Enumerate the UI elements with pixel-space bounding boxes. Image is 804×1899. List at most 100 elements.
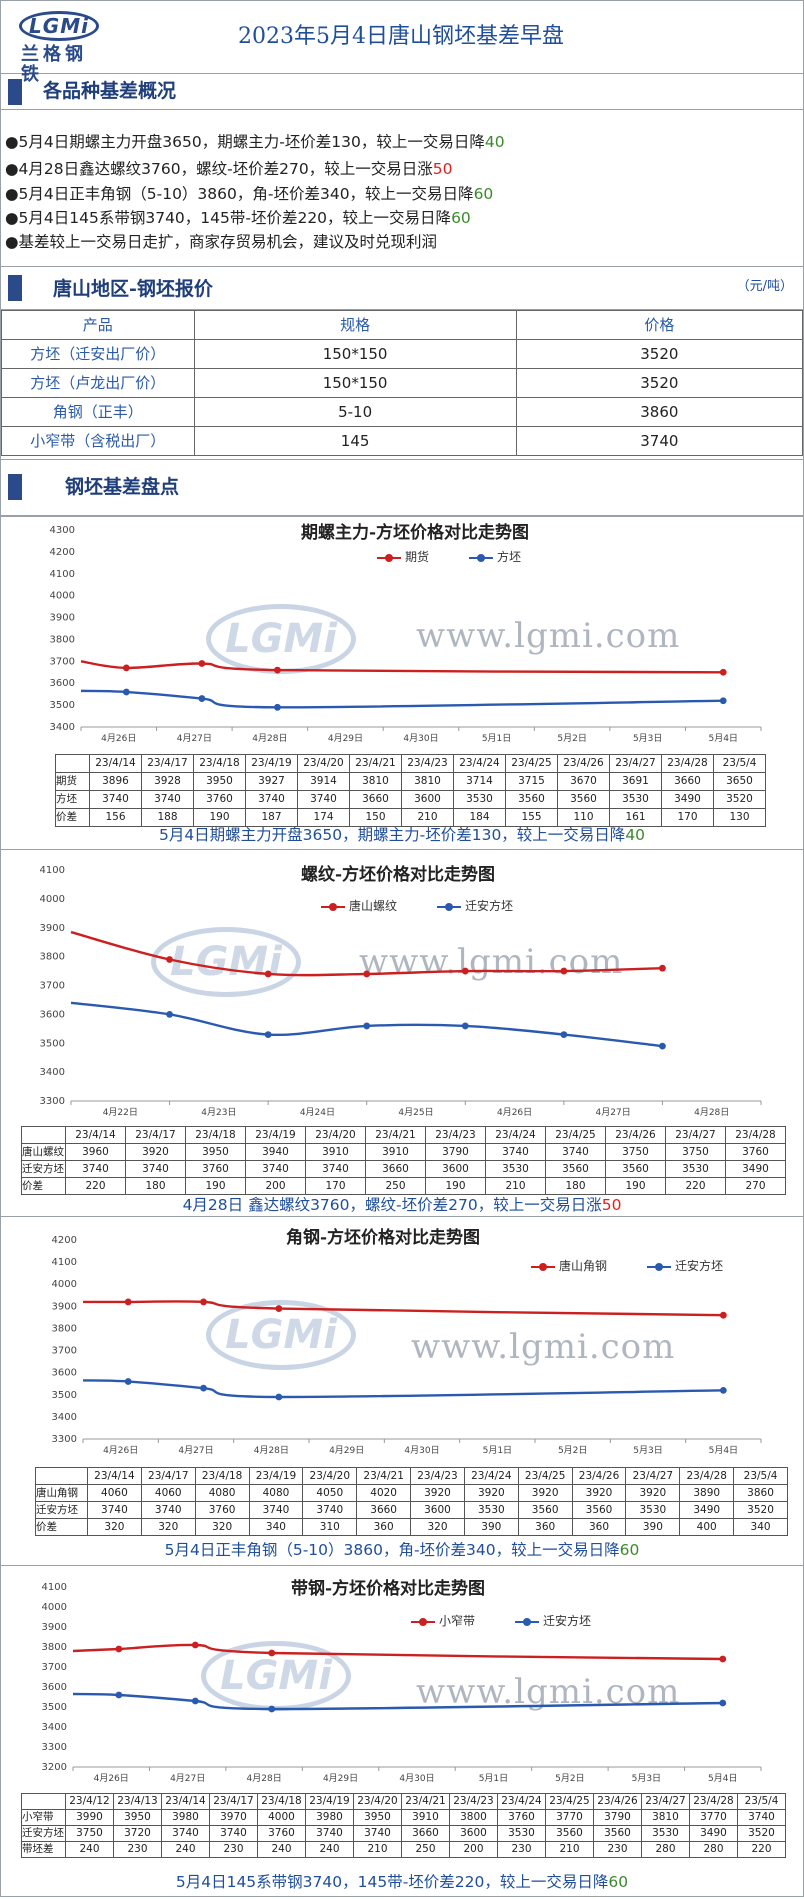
- table-cell: 23/4/25: [545, 1793, 594, 1810]
- legend-swatch: [469, 553, 494, 562]
- table-row: 价差 320 320 320 340 310 360 320 390 360 360 390 400 34…: [35, 1518, 788, 1536]
- table-cell: 3910: [305, 1143, 366, 1161]
- table-cell: 3920: [410, 1484, 465, 1502]
- table-cell: 3914: [297, 772, 350, 791]
- y-tick-label: 3300: [42, 1742, 67, 1753]
- table-cell: 360: [356, 1518, 412, 1536]
- data-point: [268, 1705, 276, 1713]
- billet-price-table: 产品 规格 价格 方坯（迁安出厂价） 150*150 3520 方坯（卢龙出厂价） 1…: [1, 310, 804, 456]
- table-cell: 220: [737, 1841, 786, 1858]
- table-cell: 360: [571, 1518, 627, 1536]
- table-row: 方坯（卢龙出厂价） 150*150 3520: [1, 368, 804, 398]
- table-cell: 170: [305, 1177, 366, 1195]
- table-cell: 迁安方坯: [21, 1825, 66, 1842]
- basis-chart-panel: LGMi www.lgmi.com 螺纹-方坯价格对比走势图 唐山螺纹 迁安方坯 3300…: [1, 849, 803, 1217]
- watermark-logo: LGMi: [151, 927, 301, 997]
- table-cell: 3910: [401, 1809, 450, 1826]
- table-cell: 23/5/4: [713, 754, 766, 773]
- table-cell: [21, 1126, 66, 1144]
- x-tick-label: 4月27日: [177, 733, 212, 744]
- table-row: 带坯差 240 230 240 230 240 240 210 250 200 230 210 230 2…: [21, 1841, 786, 1858]
- data-point: [191, 1697, 199, 1705]
- x-tick-label: 4月30日: [399, 1773, 434, 1784]
- table-cell: 3810: [401, 772, 454, 791]
- watermark-url: www.lgmi.com: [416, 616, 681, 656]
- table-cell: 23/4/14: [65, 1126, 126, 1144]
- data-point: [560, 1031, 568, 1038]
- data-point: [275, 1305, 283, 1312]
- data-point: [275, 1393, 283, 1401]
- chart-legend: 小窄带 迁安方坯: [411, 1614, 631, 1628]
- table-cell: 3920: [571, 1484, 627, 1502]
- table-cell: 3560: [593, 1825, 642, 1842]
- line-chart: 3300 3400 3500 3600 3700 3800 3900 4000 4100 4月22…: [40, 865, 762, 1118]
- y-tick-label: 3400: [50, 722, 75, 733]
- chart-title: 螺纹-方坯价格对比走势图: [301, 865, 496, 885]
- table-cell: 23/4/26: [605, 1126, 666, 1144]
- table-cell: 4020: [356, 1484, 412, 1502]
- table-cell: 230: [593, 1841, 642, 1858]
- chart-legend: 唐山螺纹 迁安方坯: [321, 899, 553, 913]
- y-tick-label: 4200: [50, 547, 75, 558]
- line-chart: 3200 3300 3400 3500 3600 3700 3800 3900 4000 4100…: [42, 1582, 762, 1784]
- x-tick-label: 4月22日: [103, 1107, 138, 1118]
- data-point: [719, 1386, 727, 1394]
- table-cell: 3560: [571, 1501, 627, 1519]
- data-point: [124, 1378, 132, 1385]
- table-cell: 方坯: [55, 790, 90, 809]
- data-point: [122, 688, 130, 696]
- x-tick-label: 4月25日: [398, 1107, 433, 1118]
- y-tick-label: 4000: [50, 591, 75, 602]
- table-cell: 3950: [185, 1143, 246, 1161]
- basis-chart-panel: LGMi www.lgmi.com 角钢-方坯价格对比走势图 唐山角钢 迁安方坯 3300…: [1, 1216, 803, 1566]
- table-cell: 250: [365, 1177, 426, 1195]
- table-cell: 23/4/27: [665, 1126, 726, 1144]
- watermark-logo: LGMi: [206, 1300, 356, 1370]
- y-tick-label: 3400: [52, 1412, 77, 1423]
- bullet-item: ●基差较上一交易日走扩，商家存贸易机会，建议及时兑现利润: [5, 233, 438, 251]
- x-tick-label: 4月26日: [94, 1773, 129, 1784]
- table-cell: 23/4/17: [141, 754, 194, 773]
- data-point: [363, 970, 371, 978]
- data-point: [659, 1042, 666, 1050]
- data-point: [124, 1298, 132, 1306]
- table-cell: 3520: [713, 790, 766, 809]
- table-cell: [35, 1467, 88, 1485]
- data-point: [264, 970, 272, 978]
- table-cell: 23/4/20: [302, 1467, 358, 1485]
- legend-swatch: [437, 902, 462, 911]
- y-tick-label: 3900: [50, 613, 75, 624]
- x-tick-label: 5月1日: [479, 1773, 508, 1784]
- table-cell: 340: [248, 1518, 304, 1536]
- table-cell: 3950: [113, 1809, 162, 1826]
- table-header-row: 23/4/14 23/4/17 23/4/18 23/4/19 23/4/20 23/4/…: [55, 754, 766, 773]
- legend-item: 方坯: [469, 550, 521, 564]
- table-cell: 3520: [737, 1825, 786, 1842]
- table-cell: 190: [193, 808, 246, 827]
- x-tick-label: 4月29日: [328, 733, 363, 744]
- table-cell: 240: [257, 1841, 306, 1858]
- basis-chart-panel: LGMi www.lgmi.com 期螺主力-方坯价格对比走势图 期货 方坯 3400 35…: [1, 515, 803, 850]
- table-cell: 3940: [245, 1143, 306, 1161]
- data-point: [560, 967, 568, 975]
- table-cell: 3740: [485, 1143, 546, 1161]
- table-cell: 3560: [517, 1501, 573, 1519]
- data-point: [363, 1022, 371, 1030]
- table-cell: 23/4/21: [365, 1126, 426, 1144]
- table-cell: 190: [425, 1177, 486, 1195]
- table-cell: 270: [725, 1177, 786, 1195]
- table-cell: 3760: [193, 790, 246, 809]
- table-cell: 23/4/23: [410, 1467, 465, 1485]
- table-cell: 210: [353, 1841, 402, 1858]
- x-tick-label: 4月27日: [170, 1773, 205, 1784]
- y-tick-label: 3700: [40, 981, 65, 992]
- table-cell: 3660: [661, 772, 714, 791]
- table-cell: [55, 754, 90, 773]
- table-cell: 3740: [248, 1501, 304, 1519]
- table-cell: 23/4/14: [161, 1793, 210, 1810]
- table-cell: 3928: [141, 772, 194, 791]
- legend-label: 唐山角钢: [559, 1259, 608, 1273]
- table-cell: 3920: [625, 1484, 681, 1502]
- table-cell: 3600: [449, 1825, 498, 1842]
- table-cell: 3740: [209, 1825, 258, 1842]
